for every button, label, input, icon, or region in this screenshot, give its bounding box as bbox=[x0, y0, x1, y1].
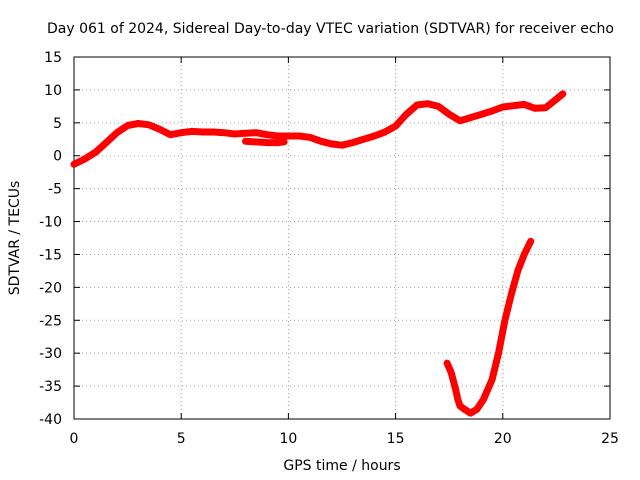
series-line-2 bbox=[242, 137, 288, 147]
y-tick-labels: 15 10 5 0 -5 -10 -15 -20 -25 -30 -35 -40 bbox=[39, 50, 62, 428]
chart-title: Day 061 of 2024, Sidereal Day-to-day VTE… bbox=[47, 21, 614, 37]
x-axis-label: GPS time / hours bbox=[283, 458, 400, 474]
y-tick-label: -30 bbox=[39, 346, 62, 362]
tick-layer bbox=[73, 56, 611, 420]
x-tick-labels: 0 5 10 15 20 25 bbox=[70, 431, 619, 447]
y-axis-label: SDTVAR / TECUs bbox=[7, 181, 23, 296]
x-tick-label: 15 bbox=[387, 431, 405, 447]
y-tick-label: 5 bbox=[53, 116, 62, 132]
x-tick-label: 25 bbox=[601, 431, 619, 447]
x-tick-label: 10 bbox=[279, 431, 297, 447]
y-tick-label: 15 bbox=[44, 50, 62, 66]
series-line-1 bbox=[70, 90, 567, 168]
x-tick-label: 5 bbox=[177, 431, 186, 447]
y-tick-label: -25 bbox=[39, 313, 62, 329]
y-tick-label: -5 bbox=[48, 182, 62, 198]
y-tick-label: -10 bbox=[39, 215, 62, 231]
x-tick-label: 0 bbox=[70, 431, 79, 447]
y-tick-label: -40 bbox=[39, 412, 62, 428]
x-tick-label: 20 bbox=[494, 431, 512, 447]
y-tick-label: -15 bbox=[39, 247, 62, 263]
y-tick-label: -35 bbox=[39, 379, 62, 395]
series-line-3 bbox=[443, 237, 535, 417]
y-tick-label: 0 bbox=[53, 149, 62, 165]
grid-layer bbox=[74, 57, 610, 419]
series-layer bbox=[70, 90, 567, 417]
plot-area-frame bbox=[73, 56, 611, 420]
y-tick-label: -20 bbox=[39, 280, 62, 296]
y-tick-label: 10 bbox=[44, 83, 62, 99]
